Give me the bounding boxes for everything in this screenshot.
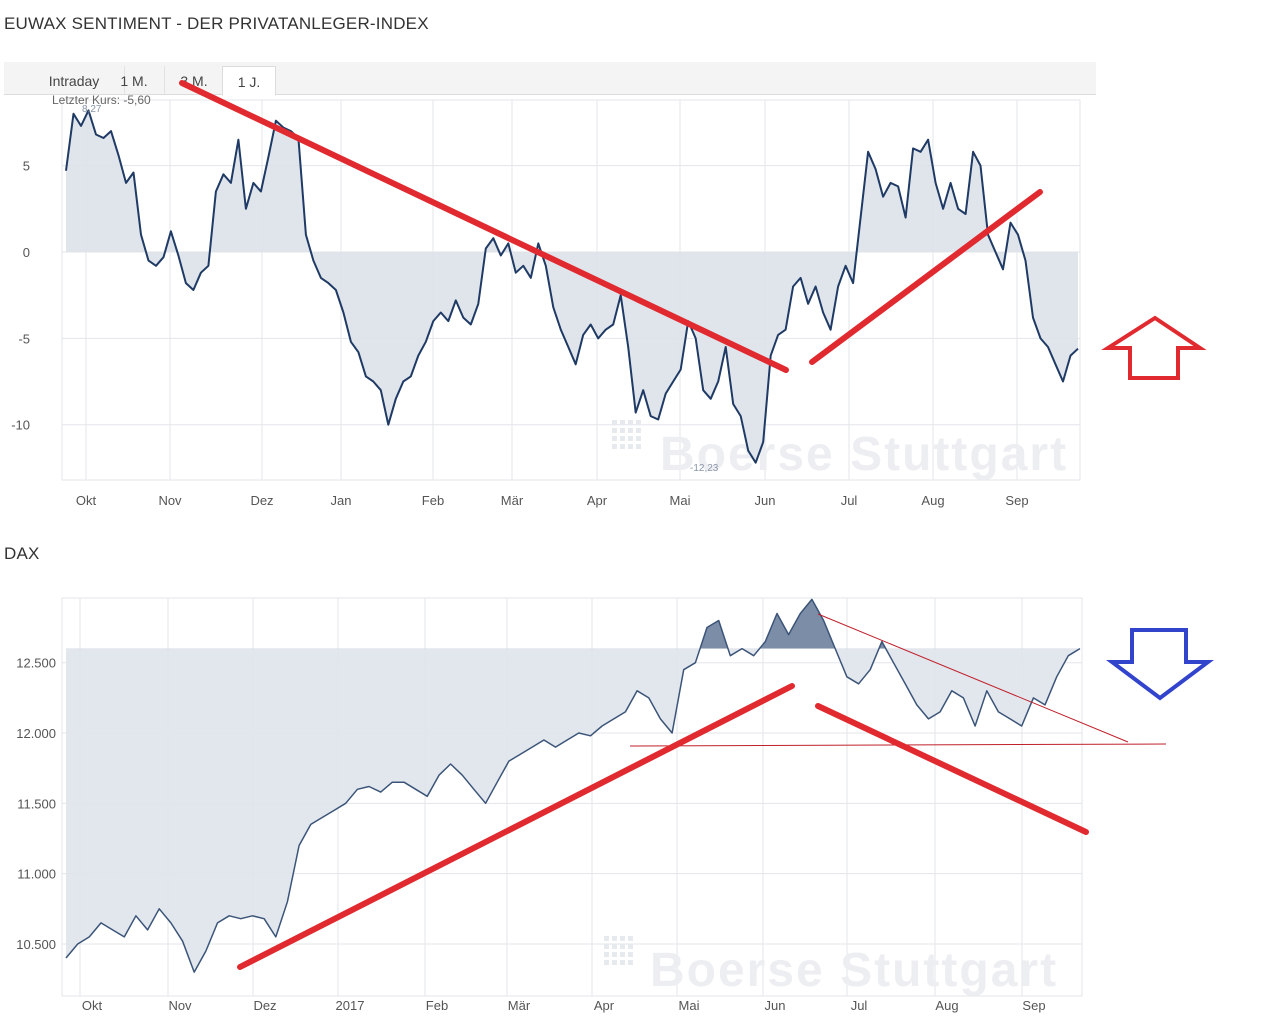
dax-chart-title: DAX [4, 544, 40, 563]
watermark-dot [620, 960, 625, 965]
watermark-dot [612, 444, 617, 449]
x-tick-label: 2017 [336, 998, 365, 1013]
watermark-dot [612, 436, 617, 441]
x-tick-label: Okt [76, 493, 97, 508]
y-tick-label: 12.500 [16, 656, 56, 671]
x-tick-label: Nov [158, 493, 182, 508]
sentiment-uptrend-line [809, 189, 1043, 365]
watermark-dot [620, 952, 625, 957]
watermark-dot [628, 960, 633, 965]
watermark-dot [636, 436, 641, 441]
timeframe-tabbar: Intraday 1 M. 3 M. 1 J. [4, 62, 1096, 96]
sentiment-x-axis: Okt Nov Dez Jan Feb Mär Apr Mai Jun Jul Aug Sep [76, 493, 1029, 508]
watermark-dot [628, 944, 633, 949]
watermark-dot [636, 428, 641, 433]
dax-support-line [629, 743, 1167, 747]
y-tick-label: 11.000 [17, 867, 56, 882]
plot-frame [61, 99, 1081, 481]
sentiment-chart: Boerse Stuttgart 5 0 -5 -10 Okt Nov Dez Jan Feb… [11, 80, 1207, 508]
x-tick-label: Aug [921, 493, 944, 508]
y-tick-label: 0 [23, 245, 30, 260]
tab-intraday[interactable]: Intraday [24, 66, 125, 94]
watermark-dot [628, 952, 633, 957]
dax-watermark-logo [604, 936, 633, 965]
x-tick-label: Apr [594, 998, 615, 1013]
x-tick-label: Jul [851, 998, 868, 1013]
dax-area-above-baseline [66, 599, 1080, 649]
watermark-dot [612, 420, 617, 425]
dax-resistance-line [817, 613, 1129, 743]
watermark-dot [628, 936, 633, 941]
y-tick-label: 5 [23, 159, 30, 174]
watermark-dot [620, 444, 625, 449]
plot-frame [61, 597, 1083, 997]
watermark-dot [612, 428, 617, 433]
x-tick-label: Feb [422, 493, 444, 508]
sentiment-watermark-logo [612, 420, 641, 449]
sentiment-downtrend-line [179, 80, 789, 373]
x-tick-label: Jul [841, 493, 858, 508]
watermark-dot [620, 428, 625, 433]
min-value-label: -12,23 [690, 463, 719, 474]
dax-area [66, 599, 1080, 973]
arrow-down-icon [1106, 628, 1214, 701]
y-tick-label: -10 [11, 418, 30, 433]
watermark-dot [612, 936, 617, 941]
x-tick-label: Dez [250, 493, 273, 508]
x-tick-label: Sep [1005, 493, 1028, 508]
x-tick-label: Mär [501, 493, 524, 508]
dax-grid [61, 597, 1083, 997]
watermark-dot [628, 444, 633, 449]
x-tick-label: Mär [508, 998, 531, 1013]
sentiment-watermark: Boerse Stuttgart [660, 428, 1068, 481]
watermark-dot [628, 420, 633, 425]
sentiment-series-line [65, 109, 1079, 464]
sentiment-chart-title: EUWAX SENTIMENT - DER PRIVATANLEGER-INDE… [4, 14, 429, 33]
dax-y-axis: 12.500 12.000 11.500 11.000 10.500 [16, 656, 56, 952]
watermark-dot [604, 944, 609, 949]
watermark-dot [620, 944, 625, 949]
dax-uptrend-line [237, 683, 795, 970]
y-tick-label: 10.500 [16, 937, 56, 952]
x-tick-label: Aug [935, 998, 958, 1013]
x-tick-label: Mai [679, 998, 700, 1013]
arrow-up-icon [1101, 315, 1207, 380]
watermark-dot [604, 952, 609, 957]
x-tick-label: Dez [253, 998, 276, 1013]
y-tick-label: 12.000 [16, 726, 56, 741]
x-tick-label: Apr [587, 493, 608, 508]
dax-x-axis: Okt Nov Dez 2017 Feb Mär Apr Mai Jun Jul Aug Sep [82, 998, 1046, 1013]
x-tick-label: Jun [755, 493, 776, 508]
dax-watermark: Boerse Stuttgart [650, 944, 1058, 997]
y-tick-label: 11.500 [17, 796, 56, 811]
y-tick-label: -5 [18, 331, 30, 346]
x-tick-label: Okt [82, 998, 103, 1013]
watermark-dot [612, 960, 617, 965]
x-tick-label: Feb [426, 998, 448, 1013]
x-tick-label: Jan [331, 493, 352, 508]
x-tick-label: Sep [1022, 998, 1045, 1013]
dax-series-line [65, 598, 1081, 973]
watermark-dot [628, 428, 633, 433]
watermark-dot [636, 420, 641, 425]
tab-1m[interactable]: 1 M. [104, 66, 165, 94]
watermark-dot [620, 420, 625, 425]
max-value-label: 8,27 [82, 104, 102, 115]
dax-downtrend-line [815, 703, 1089, 835]
watermark-dot [612, 952, 617, 957]
watermark-dot [628, 436, 633, 441]
x-tick-label: Mai [670, 493, 691, 508]
watermark-dot [604, 960, 609, 965]
watermark-dot [620, 936, 625, 941]
x-tick-label: Nov [168, 998, 192, 1013]
tab-1y[interactable]: 1 J. [222, 66, 276, 96]
watermark-dot [636, 444, 641, 449]
watermark-dot [604, 936, 609, 941]
sentiment-area [66, 110, 1078, 463]
last-price-label: Letzter Kurs: -5,60 [52, 93, 151, 107]
x-tick-label: Jun [765, 998, 786, 1013]
sentiment-y-axis: 5 0 -5 -10 [11, 159, 30, 433]
watermark-dot [612, 944, 617, 949]
watermark-dot [620, 436, 625, 441]
